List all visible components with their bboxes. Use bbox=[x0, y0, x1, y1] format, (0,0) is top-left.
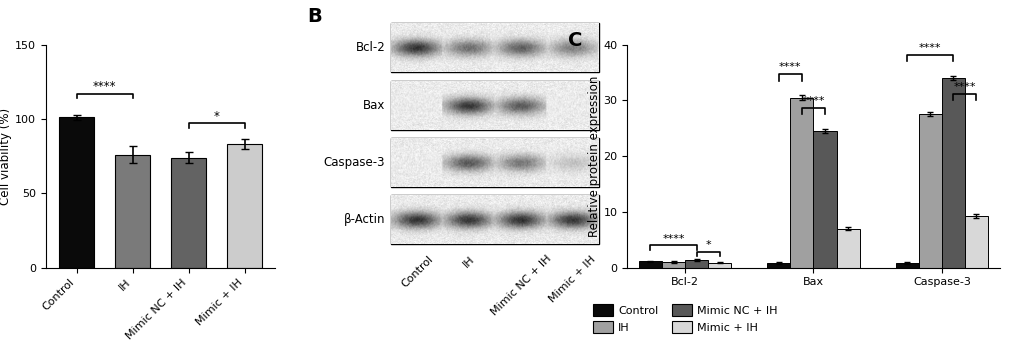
Text: ****: **** bbox=[918, 43, 941, 53]
Text: Bax: Bax bbox=[363, 98, 385, 111]
Bar bbox=[661, 262, 685, 268]
Text: Mimic NC + IH: Mimic NC + IH bbox=[488, 254, 552, 318]
Bar bbox=[227, 144, 262, 268]
Text: Bcl-2: Bcl-2 bbox=[355, 41, 385, 54]
Bar bbox=[685, 260, 707, 268]
Bar bbox=[391, 195, 598, 244]
Y-axis label: Relative protein expression: Relative protein expression bbox=[587, 75, 600, 237]
Bar bbox=[391, 138, 598, 187]
Text: β-Actin: β-Actin bbox=[343, 213, 385, 226]
Bar bbox=[171, 157, 206, 268]
Bar bbox=[391, 23, 598, 72]
Text: ****: **** bbox=[93, 80, 116, 93]
Bar bbox=[59, 117, 94, 268]
Text: ****: **** bbox=[779, 62, 801, 72]
Text: Caspase-3: Caspase-3 bbox=[323, 156, 385, 169]
Bar bbox=[964, 216, 987, 268]
Text: IH: IH bbox=[461, 254, 476, 269]
Y-axis label: Cell viability (%): Cell viability (%) bbox=[0, 107, 12, 205]
Text: *: * bbox=[213, 110, 219, 122]
Bar bbox=[115, 155, 150, 268]
Bar bbox=[941, 78, 964, 268]
Text: Mimic + IH: Mimic + IH bbox=[547, 254, 597, 304]
Legend: Control, IH, Mimic NC + IH, Mimic + IH: Control, IH, Mimic NC + IH, Mimic + IH bbox=[588, 300, 782, 337]
Bar bbox=[707, 263, 731, 268]
Bar bbox=[391, 81, 598, 130]
Bar bbox=[813, 131, 836, 268]
Bar bbox=[638, 261, 661, 268]
Bar bbox=[918, 114, 941, 268]
Bar bbox=[790, 97, 813, 268]
Bar bbox=[895, 263, 918, 268]
Bar bbox=[766, 263, 790, 268]
Text: *: * bbox=[705, 240, 710, 250]
Text: ****: **** bbox=[801, 96, 824, 106]
Text: ****: **** bbox=[661, 234, 684, 244]
Bar bbox=[836, 228, 859, 268]
Text: B: B bbox=[307, 7, 321, 26]
Text: Control: Control bbox=[399, 254, 434, 289]
Text: C: C bbox=[568, 31, 582, 50]
Text: ****: **** bbox=[953, 82, 975, 92]
